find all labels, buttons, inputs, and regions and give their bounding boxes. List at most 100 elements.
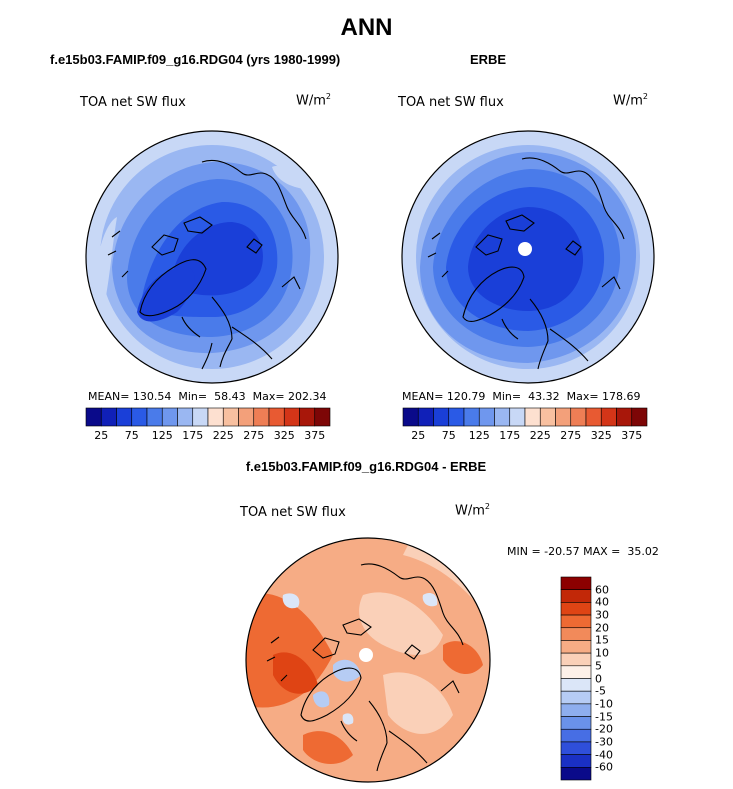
colorbar-swatch <box>560 640 592 654</box>
colorbar-obs-swatches <box>402 407 648 427</box>
colorbar-swatch <box>560 728 592 743</box>
colorbar-swatch <box>509 407 526 427</box>
colorbar-swatch <box>560 754 592 768</box>
colorbar-tick-label: 40 <box>595 595 609 609</box>
colorbar-swatch <box>560 614 592 629</box>
colorbar-tick-label: 5 <box>595 659 602 673</box>
colorbar-swatch <box>570 407 587 427</box>
colorbar-swatch <box>283 407 300 427</box>
colorbar-swatch <box>177 407 194 427</box>
colorbar-tick-label: -10 <box>595 697 613 711</box>
colorbar-model-swatches <box>85 407 331 427</box>
variable-label-diff: TOA net SW flux <box>240 505 346 520</box>
colorbar-swatch <box>192 407 209 427</box>
colorbar-tick-label: 325 <box>590 429 612 442</box>
colorbar-swatch <box>560 678 592 692</box>
colorbar-swatch <box>238 407 255 427</box>
units-label-model: W/m2 <box>296 92 331 109</box>
colorbar-swatch <box>524 407 541 427</box>
colorbar-tick-label: 225 <box>529 429 551 442</box>
colorbar-tick-label: -60 <box>595 760 613 774</box>
figure-title: ANN <box>340 14 393 41</box>
colorbar-swatch <box>616 407 633 427</box>
colorbar-swatch <box>585 407 602 427</box>
colorbar-swatch <box>222 407 239 427</box>
colorbar-tick-label: 275 <box>560 429 582 442</box>
colorbar-swatch <box>478 407 495 427</box>
colorbar-swatch <box>560 690 592 705</box>
polar-map-model <box>85 130 339 384</box>
colorbar-swatch <box>560 652 592 667</box>
colorbar-swatch <box>539 407 556 427</box>
variable-label-obs: TOA net SW flux <box>398 95 504 110</box>
colorbar-swatch <box>131 407 148 427</box>
colorbar-tick-label: -5 <box>595 684 606 698</box>
stats-obs: MEAN= 120.79 Min= 43.32 Max= 178.69 <box>402 390 641 403</box>
colorbar-swatch <box>494 407 511 427</box>
colorbar-tick-label: 75 <box>441 429 456 442</box>
colorbar-tick-label: -15 <box>595 710 613 724</box>
colorbar-tick-label: 60 <box>595 583 609 597</box>
colorbar-tick-label: 125 <box>468 429 490 442</box>
colorbar-swatch <box>402 407 419 427</box>
colorbar-swatch <box>433 407 450 427</box>
colorbar-tick-label: -30 <box>595 735 613 749</box>
colorbar-tick-label: 25 <box>411 429 426 442</box>
colorbar-swatch <box>463 407 480 427</box>
colorbar-tick-label: 375 <box>621 429 643 442</box>
colorbar-model: 25 75 125 175 225 275 325 375 <box>85 407 331 444</box>
colorbar-tick-label: -20 <box>595 722 613 736</box>
variable-label-model: TOA net SW flux <box>80 95 186 110</box>
colorbar-tick-label: 0 <box>595 672 602 685</box>
colorbar-swatch <box>268 407 285 427</box>
diff-title: f.e15b03.FAMIP.f09_g16.RDG04 - ERBE <box>245 459 487 474</box>
colorbar-swatch <box>560 703 592 717</box>
colorbar-tick-label: 275 <box>243 429 265 442</box>
colorbar-swatch <box>631 407 648 427</box>
units-label-obs: W/m2 <box>613 92 648 109</box>
colorbar-swatch <box>253 407 270 427</box>
colorbar-tick-label: 125 <box>151 429 173 442</box>
colorbar-diff: 60 40 30 20 15 10 5 0 -5 -10 -15 -20 -30 -40 -60 <box>560 576 631 782</box>
colorbar-tick-label: 225 <box>212 429 234 442</box>
colorbar-tick-label: 325 <box>273 429 295 442</box>
colorbar-swatch <box>560 602 592 616</box>
colorbar-swatch <box>100 407 117 427</box>
colorbar-diff-swatches <box>560 576 592 781</box>
polar-map-obs <box>401 130 655 384</box>
colorbar-swatch <box>560 716 592 730</box>
units-label-diff: W/m2 <box>455 502 490 519</box>
colorbar-tick-label: 20 <box>595 621 609 635</box>
colorbar-obs: 25 75 125 175 225 275 325 375 <box>402 407 648 444</box>
colorbar-swatch <box>560 589 592 603</box>
stats-diff: MIN = -20.57 MAX = 35.02 <box>507 545 659 558</box>
panel-title-model: f.e15b03.FAMIP.f09_g16.RDG04 (yrs 1980-1… <box>50 52 341 67</box>
colorbar-tick-label: 175 <box>182 429 204 442</box>
colorbar-swatch <box>555 407 572 427</box>
colorbar-swatch <box>146 407 163 427</box>
colorbar-swatch <box>560 741 592 755</box>
colorbar-swatch <box>600 407 617 427</box>
colorbar-swatch <box>560 665 592 679</box>
colorbar-swatch <box>161 407 178 427</box>
colorbar-swatch <box>417 407 434 427</box>
colorbar-swatch <box>85 407 102 427</box>
colorbar-tick-label: 375 <box>304 429 326 442</box>
colorbar-tick-label: 175 <box>499 429 521 442</box>
colorbar-swatch <box>314 407 331 427</box>
colorbar-tick-label: 75 <box>124 429 139 442</box>
colorbar-swatch <box>448 407 465 427</box>
panel-title-obs: ERBE <box>469 52 507 67</box>
colorbar-swatch <box>560 576 592 590</box>
colorbar-tick-label: 25 <box>94 429 109 442</box>
colorbar-tick-label: -40 <box>595 748 613 762</box>
colorbar-swatch <box>560 767 592 781</box>
colorbar-tick-label: 15 <box>595 633 609 647</box>
polar-map-diff <box>245 537 491 783</box>
colorbar-swatch <box>560 627 592 641</box>
colorbar-swatch <box>299 407 316 427</box>
stats-model: MEAN= 130.54 Min= 58.43 Max= 202.34 <box>88 390 327 403</box>
colorbar-swatch <box>207 407 224 427</box>
colorbar-tick-label: 30 <box>595 608 609 622</box>
colorbar-swatch <box>116 407 133 427</box>
